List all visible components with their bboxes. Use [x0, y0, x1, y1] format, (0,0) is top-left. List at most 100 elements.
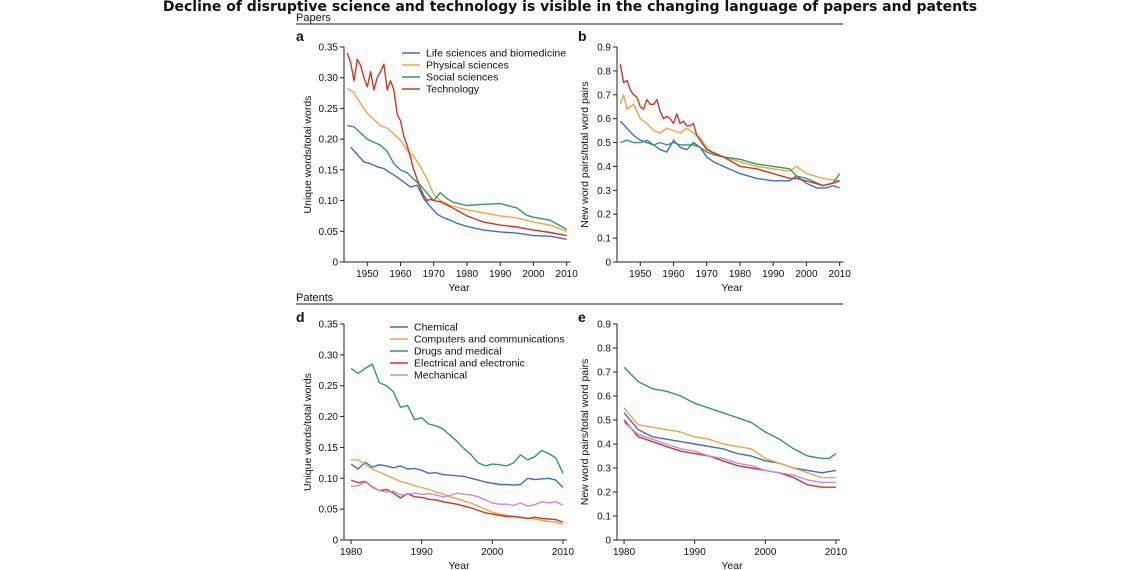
panel-letter-b: b: [578, 28, 587, 44]
x-tick-label: 2010: [552, 547, 575, 558]
x-tick-label: 2010: [825, 547, 848, 558]
x-axis-label: Year: [721, 282, 743, 294]
series-line-chemical: [350, 461, 564, 488]
y-tick-label: 0.20: [319, 412, 339, 423]
legend-label: Electrical and electronic: [414, 358, 525, 370]
x-tick-label: 1990: [684, 547, 707, 558]
y-tick-label: 0.15: [319, 443, 339, 454]
y-tick-label: 0.2: [597, 488, 611, 499]
x-tick-label: 1990: [411, 547, 434, 558]
x-tick-label: 1970: [423, 269, 446, 280]
y-axis-label: New word pairs/total word pairs: [579, 359, 591, 505]
series-line-mechanical: [351, 481, 564, 507]
series-line-life-sciences: [350, 146, 567, 240]
figure-title: Decline of disruptive science and techno…: [162, 0, 978, 15]
x-tick-label: 1980: [340, 547, 363, 558]
y-tick-label: 0.30: [319, 350, 339, 361]
x-tick-label: 1980: [729, 269, 752, 280]
series-line-mechanical: [623, 421, 836, 484]
series-line-electrical: [623, 419, 836, 488]
y-tick-label: 0.4: [597, 162, 611, 173]
y-tick-label: 0.6: [597, 392, 611, 403]
y-tick-label: 0: [332, 536, 338, 547]
y-tick-label: 0.5: [597, 416, 611, 427]
y-tick-label: 0.1: [597, 512, 611, 523]
y-tick-label: 0.1: [597, 234, 611, 245]
chart-panel-e: 0 0.1 0.2 0.3 0.4 0.5 0.6 0.7 0.8 0.9 1980 1990 2000…: [579, 320, 847, 570]
y-tick-label: 0.9: [597, 43, 611, 54]
x-tick-label: 2000: [481, 547, 504, 558]
y-tick-label: 0.35: [319, 320, 339, 331]
x-tick-label: 2010: [829, 269, 852, 280]
series-line-technology: [619, 63, 840, 187]
legend-label: Mechanical: [414, 370, 467, 382]
x-axis-label: Year: [448, 560, 470, 570]
x-tick-label: 2000: [754, 547, 777, 558]
series-line-social-sciences: [347, 124, 568, 231]
y-tick-label: 0.20: [319, 135, 339, 146]
x-axis-label: Year: [448, 282, 470, 294]
series-line-life-sciences: [619, 120, 840, 189]
x-tick-label: 1950: [356, 269, 379, 280]
panel-letter-e: e: [578, 309, 586, 325]
panel-letter-a: a: [296, 28, 304, 44]
series-line-drugs: [623, 366, 837, 460]
y-tick-label: 0.10: [319, 474, 339, 485]
y-axis-label: New word pairs/total word pairs: [579, 81, 591, 227]
y-tick-label: 0.35: [319, 43, 339, 54]
x-axis-label: Year: [721, 560, 743, 570]
x-tick-label: 2000: [795, 269, 818, 280]
y-tick-label: 0.15: [319, 165, 339, 176]
y-tick-label: 0.4: [597, 440, 611, 451]
series-line-computers: [623, 407, 836, 479]
y-tick-label: 0: [332, 258, 338, 269]
panel-letter-d: d: [296, 309, 305, 325]
y-tick-label: 0.3: [597, 186, 611, 197]
y-tick-label: 0.9: [597, 320, 611, 331]
y-tick-label: 0.05: [319, 505, 339, 516]
x-tick-label: 1970: [696, 269, 719, 280]
series-line-physical-sciences: [619, 94, 840, 182]
legend-label: Chemical: [414, 322, 458, 334]
legend-label: Physical sciences: [426, 60, 509, 72]
x-tick-label: 2010: [556, 269, 579, 280]
y-tick-label: 0.8: [597, 344, 611, 355]
chart-panel-a: 0 0.05 0.10 0.15 0.20 0.25 0.30 0.35 1950 1960 197…: [302, 43, 578, 295]
x-tick-label: 1950: [629, 269, 652, 280]
series-line-social-sciences: [620, 139, 841, 187]
series-line-electrical: [350, 479, 564, 523]
x-tick-label: 1960: [662, 269, 685, 280]
y-axis-label: Unique words/total words: [302, 96, 314, 214]
y-tick-label: 0.7: [597, 368, 611, 379]
y-tick-label: 0.30: [319, 73, 339, 84]
y-tick-label: 0: [605, 258, 611, 269]
x-tick-label: 1990: [489, 269, 512, 280]
series-line-chemical: [623, 412, 837, 474]
legend-label: Computers and communications: [414, 334, 565, 346]
section-label-papers: Papers: [296, 12, 331, 24]
legend-label: Drugs and medical: [414, 346, 502, 358]
x-tick-label: 1990: [762, 269, 785, 280]
legend-label: Life sciences and biomedicine: [426, 48, 566, 60]
y-tick-label: 0.5: [597, 138, 611, 149]
y-tick-label: 0.6: [597, 114, 611, 125]
x-tick-label: 1960: [389, 269, 412, 280]
legend-label: Technology: [426, 84, 480, 96]
chart-panel-b: 0 0.1 0.2 0.3 0.4 0.5 0.6 0.7 0.8 0.9 1950 1960 1970…: [579, 43, 851, 295]
series-line-technology: [346, 52, 567, 237]
x-tick-label: 2000: [522, 269, 545, 280]
series-line-physical-sciences: [346, 87, 567, 232]
y-tick-label: 0.7: [597, 90, 611, 101]
legend-label: Social sciences: [426, 72, 498, 84]
y-tick-label: 0.25: [319, 381, 339, 392]
y-tick-label: 0.8: [597, 66, 611, 77]
y-axis-label: Unique words/total words: [302, 373, 314, 491]
y-tick-label: 0.25: [319, 104, 339, 115]
x-tick-label: 1980: [456, 269, 479, 280]
y-tick-label: 0.3: [597, 464, 611, 475]
y-tick-label: 0.05: [319, 227, 339, 238]
y-tick-label: 0.2: [597, 210, 611, 221]
chart-panel-d: 0 0.05 0.10 0.15 0.20 0.25 0.30 0.35 1980 1990 200…: [302, 320, 574, 570]
series-line-drugs: [350, 363, 564, 474]
